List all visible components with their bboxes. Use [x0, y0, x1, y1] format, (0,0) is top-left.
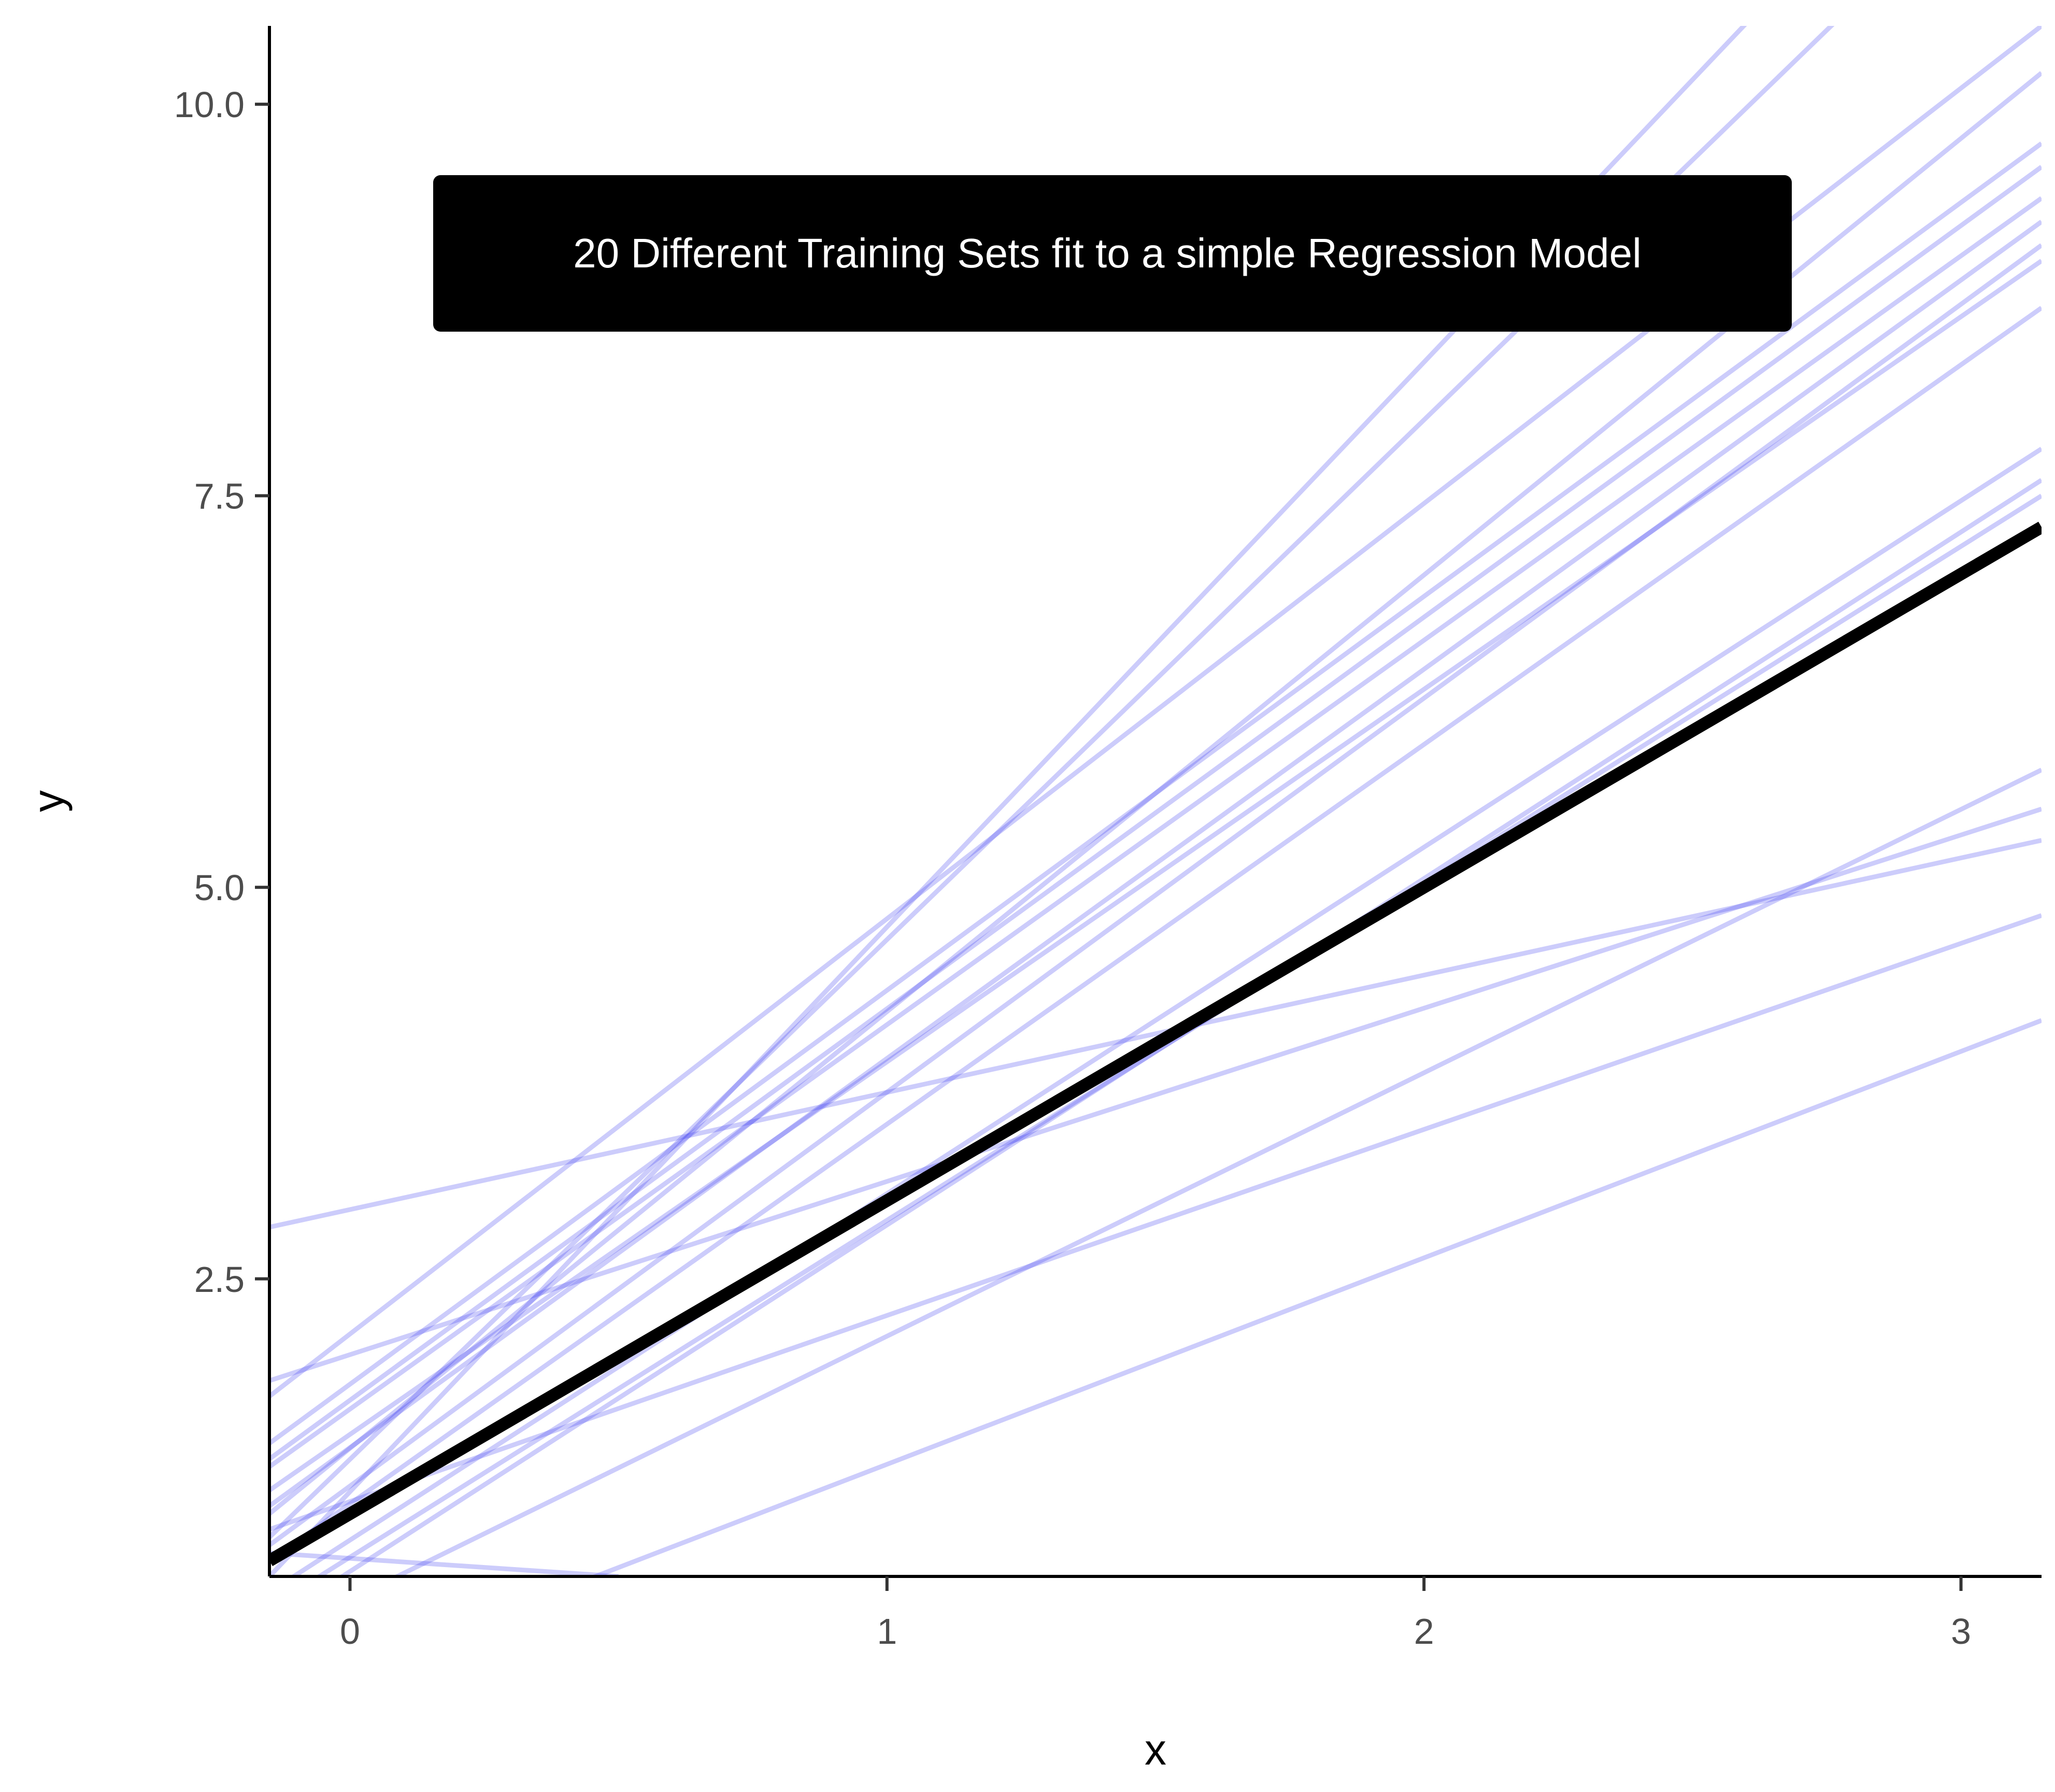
y-tick-label: 10.0	[174, 84, 245, 125]
x-tick-label: 2	[1414, 1611, 1434, 1652]
fit-line-13	[269, 838, 2042, 1230]
fit-line-9	[269, 306, 2042, 1563]
fit-line-15	[269, 913, 2042, 1532]
fit-line-1	[269, 26, 1835, 1539]
fit-line-14	[269, 806, 2042, 1383]
x-tick-label: 1	[877, 1611, 897, 1652]
x-ticks-group: 0 1 2 3	[340, 1576, 1971, 1652]
fit-line-17	[269, 1551, 619, 1576]
fit-line-8	[269, 243, 2042, 1547]
fit-line-7	[269, 220, 2042, 1508]
true-line-group	[269, 521, 2042, 1567]
x-axis-title: x	[1145, 1725, 1166, 1774]
x-tick-label: 0	[340, 1611, 360, 1652]
fit-line-10	[289, 447, 2042, 1576]
fit-line-19	[269, 259, 2042, 1492]
y-axis-title: y	[24, 790, 73, 812]
y-tick-label: 2.5	[194, 1259, 245, 1300]
y-ticks-group: 2.5 5.0 7.5 10.0	[174, 84, 269, 1300]
fit-line-11	[338, 478, 2042, 1576]
fit-line-12	[392, 767, 2042, 1576]
fit-line-18	[269, 165, 2042, 1461]
fit-line-2	[269, 26, 1747, 1576]
fit-line-6	[269, 196, 2042, 1469]
annotation-label: 20 Different Training Sets fit to a simp…	[433, 175, 1792, 332]
fit-line-16	[589, 1018, 2042, 1576]
true-regression-line	[269, 521, 2042, 1567]
fit-line-20	[315, 493, 2042, 1576]
fit-line-5	[269, 141, 2042, 1445]
annotation-text: 20 Different Training Sets fit to a simp…	[573, 230, 1642, 276]
y-tick-label: 5.0	[194, 867, 245, 908]
y-tick-label: 7.5	[194, 476, 245, 517]
annotation-box	[433, 175, 1792, 332]
fit-lines-group	[269, 26, 2042, 1576]
x-tick-label: 3	[1951, 1611, 1971, 1652]
